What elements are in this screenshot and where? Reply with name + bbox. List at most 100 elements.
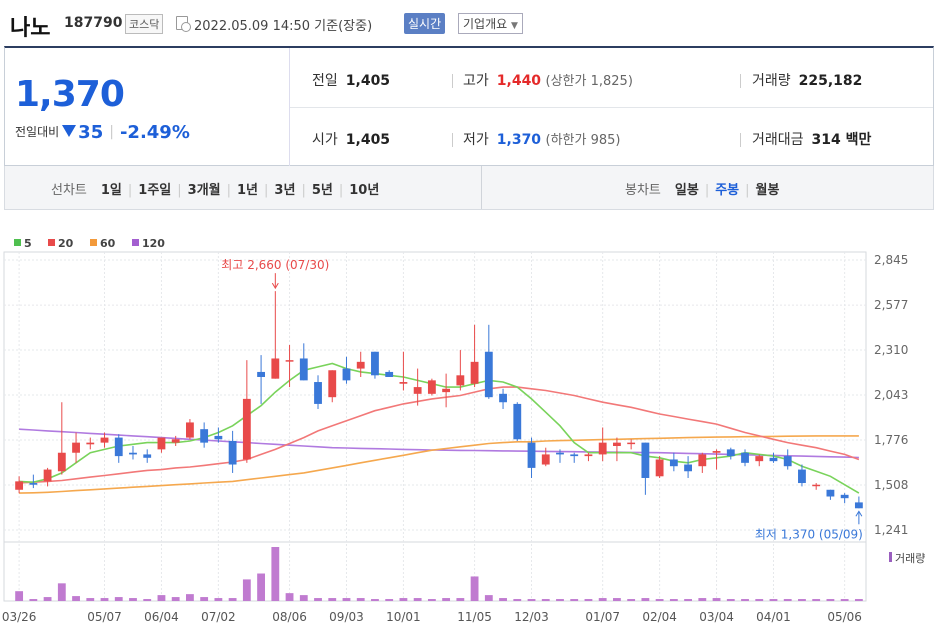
volume-bar-58 [840,599,849,601]
annotations: 최고 2,660 (07/30) 최저 1,370 (05/09) [221,258,863,541]
volume-bar-46 [669,599,678,601]
candle-body-50 [726,449,735,457]
stat-upper-limit: (상한가 1,825) [545,74,633,89]
stat-prev-close-label: 전일 [312,73,338,89]
volume-bar-27 [399,598,408,601]
x-tick-1: 05/07 [87,610,122,624]
volume-bar-35 [513,599,522,601]
candle-body-59 [854,502,863,509]
company-overview-dropdown[interactable]: 기업개요 ▼ [458,13,523,34]
candle-body-31 [456,375,465,386]
candle-body-35 [513,403,522,440]
y-tick-5: 1,508 [874,478,908,492]
line-period-4[interactable]: 3년 [274,183,296,198]
candle-body-28 [413,387,422,394]
legend-label-60: 60 [100,237,116,250]
x-tick-5: 09/03 [329,610,364,624]
volume-bar-40 [584,599,593,601]
candle-body-32 [470,361,479,384]
volume-bar-31 [456,598,465,601]
candle-body-6 [100,437,109,443]
volume-bar-34 [499,598,507,601]
candle-period-1[interactable]: 주봉 [715,183,740,198]
volume-bar-53 [769,599,778,601]
x-tick-6: 10/01 [386,610,421,624]
stat-amount-value: 314 백만 [811,132,872,148]
stat-high-value: 1,440 [496,73,542,89]
volume-frame [3,541,867,602]
candle-body-17 [257,371,265,377]
stat-volume-value: 225,182 [798,73,863,89]
candle-body-49 [712,451,721,453]
candle-body-10 [157,437,166,450]
stat-amount-label: 거래대금 [752,132,804,148]
line-period-1[interactable]: 1주일 [138,183,172,198]
line-period-0[interactable]: 1일 [100,183,122,198]
volume-bar-5 [86,598,95,601]
timestamp: 2022.05.09 14:50 기준(장중) [194,15,372,34]
volume-bar-11 [171,597,180,601]
candle-period-0[interactable]: 일봉 [674,183,699,198]
volume-legend-label: 거래량 [895,552,925,565]
x-tick-4: 08/06 [272,610,307,624]
x-axis: 03/26 05/07 06/04 07/02 08/06 09/03 10/01 11/05… [2,610,862,624]
realtime-button[interactable]: 실시간 [404,13,446,34]
candle-body-38 [556,452,564,455]
change-amount: 35 [78,122,104,143]
x-tick-8: 12/03 [514,610,549,624]
change-percent: -2.49% [119,122,190,143]
down-triangle-icon [62,125,77,137]
volume-bar-9 [143,599,152,601]
line-period-2[interactable]: 3개월 [187,183,221,198]
volume-bar-17 [257,573,265,601]
line-period-6[interactable]: 10년 [349,183,380,198]
stat-open-label: 시가 [312,132,338,148]
price-current-panel: 1,370 전일대비 35 | -2.49% [5,48,290,166]
stat-low-label: 저가 [463,132,489,148]
volume-bar-10 [157,595,166,601]
line-period-3[interactable]: 1년 [237,183,259,198]
legend-label-5: 5 [24,237,32,250]
volume-bar-37 [541,599,550,601]
stock-code: 187790 [64,15,123,31]
stat-amount: 거래대금 314 백만 [752,129,871,149]
low-annotation: 최저 1,370 (05/09) [755,527,863,541]
candle-body-48 [698,454,707,467]
candle-body-54 [783,456,792,467]
legend-swatch-20 [48,239,55,246]
volume-bar-29 [427,599,436,601]
candle-body-33 [484,351,493,398]
volume-bar-21 [314,598,322,601]
candle-body-23 [342,368,351,381]
stat-high: 고가 1,440 (상한가 1,825) [463,70,633,90]
price-change: 전일대비 35 | -2.49% [15,122,190,143]
chart-toolbar: 선차트 1일 | 1주일 | 3개월 | 1년 | 3년 | 5년 | 10년 봉차트 일봉 | 주봉 | 월봉 [4,166,934,210]
change-label: 전일대비 [15,125,60,139]
timestamp-date: 2022.05.09 14:50 [194,19,311,34]
stat-open-value: 1,405 [345,132,391,148]
x-tick-7: 11/05 [457,610,492,624]
candle-body-1 [29,483,38,485]
x-tick-10: 02/04 [642,610,677,624]
candle-body-37 [541,454,550,465]
candle-body-19 [285,360,294,362]
candle-body-57 [826,489,835,497]
volume-bar-39 [570,599,579,601]
candle-body-51 [741,452,749,463]
candle-body-53 [769,457,778,462]
candle-body-22 [328,370,337,398]
high-arrow-head [271,282,279,290]
volume-bar-3 [57,583,66,601]
clock-icon [176,16,191,32]
volume-bar-0 [15,591,24,601]
volume-bar-4 [72,596,80,601]
candle-period-2[interactable]: 월봉 [755,183,780,198]
candle-body-16 [242,398,251,460]
line-period-5[interactable]: 5년 [311,183,333,198]
volume-bar-2 [43,597,52,601]
legend-label-120: 120 [142,237,165,250]
candle-body-2 [43,469,52,482]
volume-bar-55 [798,599,806,601]
candle-body-15 [228,440,237,465]
low-arrow-head [855,510,863,517]
